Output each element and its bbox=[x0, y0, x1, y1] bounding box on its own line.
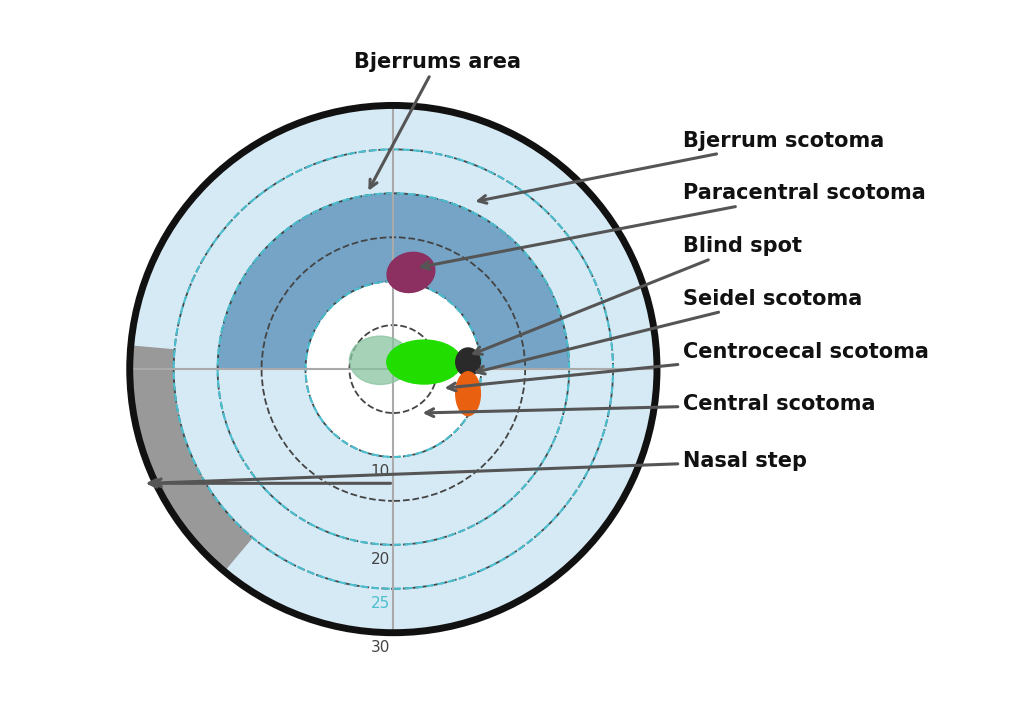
Polygon shape bbox=[130, 346, 252, 571]
Ellipse shape bbox=[456, 372, 480, 415]
Text: Central scotoma: Central scotoma bbox=[426, 394, 876, 417]
Ellipse shape bbox=[456, 348, 480, 376]
Text: 25: 25 bbox=[371, 595, 390, 611]
Text: Nasal step: Nasal step bbox=[154, 451, 807, 486]
Text: Centrocecal scotoma: Centrocecal scotoma bbox=[447, 342, 929, 391]
Text: Bjerrum scotoma: Bjerrum scotoma bbox=[478, 131, 885, 203]
Ellipse shape bbox=[349, 336, 411, 385]
Text: 30: 30 bbox=[371, 640, 390, 654]
Ellipse shape bbox=[387, 340, 462, 384]
Circle shape bbox=[305, 281, 481, 457]
Text: Bjerrums area: Bjerrums area bbox=[354, 51, 521, 188]
Circle shape bbox=[130, 105, 657, 633]
Text: Seidel scotoma: Seidel scotoma bbox=[477, 289, 862, 374]
Text: Blind spot: Blind spot bbox=[474, 236, 803, 354]
Text: 10: 10 bbox=[371, 464, 390, 479]
Polygon shape bbox=[218, 193, 569, 369]
Ellipse shape bbox=[387, 252, 435, 292]
Text: 20: 20 bbox=[371, 552, 390, 567]
Text: Paracentral scotoma: Paracentral scotoma bbox=[422, 183, 926, 269]
